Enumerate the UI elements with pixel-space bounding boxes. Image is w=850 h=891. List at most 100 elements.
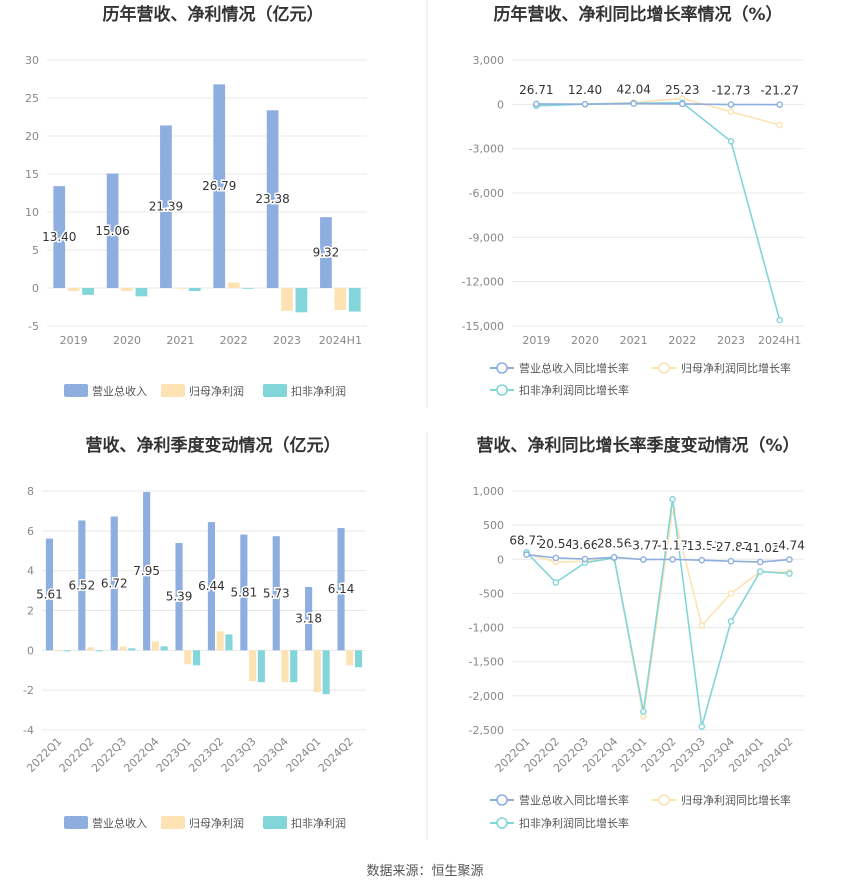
legend-label: 营业总收入 [92,816,147,830]
data-point [640,556,647,563]
bar [322,650,330,695]
legend-marker-icon [496,794,508,806]
data-label: 42.04 [616,83,650,97]
series-line [526,553,790,563]
bar [272,536,280,651]
legend-marker-icon [496,817,508,829]
y-tick-label: 0 [497,553,504,566]
y-tick-label: 4 [27,565,34,578]
y-tick-label: -2 [23,684,34,697]
bar [354,650,363,668]
legend-marker-icon [658,362,670,374]
bar [225,634,233,651]
legend-marker-icon [658,794,670,806]
data-point [640,708,647,715]
data-point [727,137,735,145]
data-label: 5.39 [166,590,193,604]
bar [63,650,71,652]
data-label: 68.72 [509,534,543,548]
y-tick-label: -15,000 [462,320,504,333]
bar [337,528,345,651]
data-label: -4.74 [774,539,805,553]
y-tick-label: -2,000 [469,690,504,703]
data-label: -21.27 [760,84,799,98]
legend-label: 归母净利润 [189,816,244,830]
bar [151,641,159,651]
data-label: 9.32 [313,246,340,260]
x-tick-label: 2019 [522,334,550,347]
bar [95,650,103,652]
bar [346,650,354,666]
legend-swatch [64,816,88,829]
legend-marker-icon [496,384,508,396]
bar [192,650,201,666]
legend-label: 归母净利润 [189,384,244,398]
data-point [669,495,676,503]
y-tick-label: -1,500 [469,656,504,669]
data-point [552,554,560,562]
data-label: 12.40 [568,83,602,97]
series-line [526,499,790,727]
legend-swatch [263,816,287,829]
data-label: -1.17 [657,538,688,552]
data-label: -3.77 [628,539,659,553]
legend-label: 归母净利润同比增长率 [681,361,791,375]
data-label: 3.18 [295,612,322,626]
legend-swatch [263,384,287,397]
bar [45,538,54,651]
y-tick-label: -5 [28,320,39,333]
bar [290,650,298,683]
y-tick-label: 0 [27,644,34,657]
x-tick-label: 2022Q2 [57,735,97,775]
x-tick-label: 2023Q2 [186,735,226,775]
bar [281,650,289,683]
y-tick-label: 30 [25,54,39,67]
bar [54,650,62,652]
bar [213,84,226,289]
legend-marker-icon [496,362,508,374]
data-point [727,108,735,116]
series-line [536,102,780,106]
x-tick-label: 2022Q4 [121,735,161,775]
data-point [610,554,618,561]
data-point [581,100,589,108]
y-tick-label: 0 [497,98,504,111]
x-tick-label: 2021 [620,334,648,347]
bar [295,288,308,313]
legend-label: 扣非净利润 [291,384,346,398]
y-tick-label: -12,000 [462,276,504,289]
legend-label: 营业总收入 [92,384,147,398]
data-label: 7.95 [133,564,160,578]
data-point [679,100,686,108]
chart-title: 历年营收、净利情况（亿元） [103,4,324,25]
bar [106,173,119,288]
data-label: 6.72 [101,576,128,590]
data-point [756,558,764,566]
x-tick-label: 2022Q1 [24,735,64,775]
bar [121,288,133,292]
bar [143,491,151,651]
bar [160,646,168,651]
y-tick-label: 10 [25,206,39,219]
data-label: 6.52 [68,578,95,592]
legend-label: 扣非净利润同比增长率 [519,383,629,397]
bar [240,534,248,651]
x-tick-label: 2020 [113,334,141,347]
data-label: 26.71 [519,83,553,97]
y-tick-label: -1,000 [469,622,504,635]
y-tick-label: 0 [32,282,39,295]
data-label: 13.40 [42,230,76,244]
data-point [727,101,735,108]
x-tick-label: 2024Q1 [283,735,323,775]
legend-label: 营业总收入同比增长率 [519,361,629,375]
data-point [776,121,783,129]
x-tick-label: 2024H1 [319,334,362,347]
x-tick-label: 2022Q3 [89,735,129,775]
y-tick-label: 8 [27,485,34,498]
legend-swatch [161,816,185,829]
bar [110,516,118,651]
bar [348,288,361,312]
x-tick-label: 2023Q3 [219,735,259,775]
y-tick-label: -500 [479,587,504,600]
